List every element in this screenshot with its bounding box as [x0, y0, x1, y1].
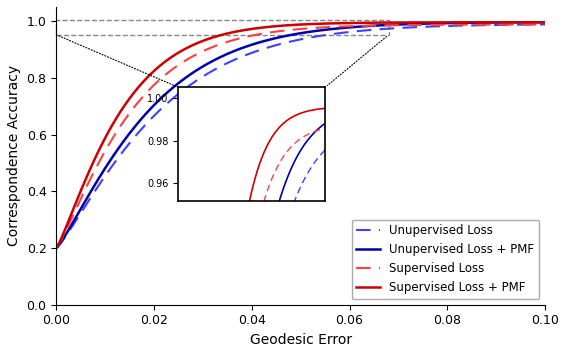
Y-axis label: Correspondence Accuracy: Correspondence Accuracy	[7, 65, 21, 246]
X-axis label: Geodesic Error: Geodesic Error	[250, 333, 351, 347]
Legend: Unupervised Loss, Unupervised Loss + PMF, Supervised Loss, Supervised Loss + PMF: Unupervised Loss, Unupervised Loss + PMF…	[351, 220, 539, 299]
Bar	[56, 20, 389, 35]
